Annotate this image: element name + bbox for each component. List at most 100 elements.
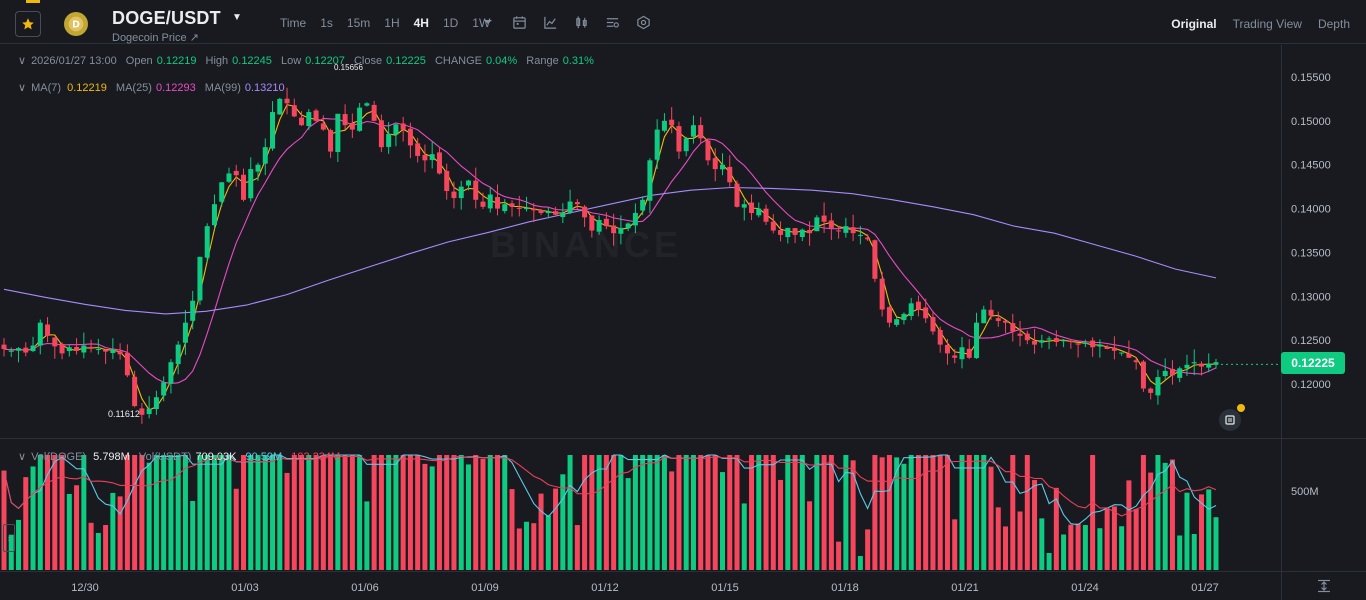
layout-hexagon-icon[interactable] [635, 14, 651, 30]
price-tick-label: 0.15000 [1291, 116, 1331, 128]
volume-bar [342, 455, 348, 570]
candle-body [190, 300, 196, 321]
candle-body [233, 170, 239, 176]
date-tick-label: 01/15 [711, 582, 739, 594]
ma25-label: MA(25) [115, 82, 152, 94]
candle-body [328, 130, 334, 152]
candle-body [226, 173, 232, 182]
candle-body [37, 322, 43, 346]
volume-bar [553, 488, 559, 570]
candle-body [1024, 333, 1030, 341]
candle-type-icon[interactable] [573, 14, 589, 30]
candle-body [603, 218, 609, 227]
volume-bar [1177, 535, 1183, 570]
change-label: CHANGE [434, 55, 482, 67]
candle-body [865, 237, 871, 240]
volume-bar [248, 455, 254, 570]
candle-body [959, 347, 965, 360]
volume-bar [444, 455, 450, 570]
volume-bar [23, 477, 29, 570]
indicator-icon[interactable] [542, 14, 558, 30]
candle-body [197, 256, 203, 301]
date-tick-label: 01/06 [351, 582, 379, 594]
volume-bar [436, 455, 442, 570]
volume-bar [952, 519, 958, 570]
candle-body [291, 105, 297, 117]
candle-body [132, 376, 138, 407]
price-alert-icon[interactable] [1219, 409, 1241, 431]
interval-1w[interactable]: 1W [472, 16, 491, 30]
volume-bar [306, 455, 312, 570]
tab-depth[interactable]: Depth [1317, 17, 1350, 31]
calendar-icon[interactable] [511, 14, 527, 30]
candle-body [531, 208, 537, 211]
volume-bar [1184, 492, 1190, 570]
candle-body [16, 348, 22, 351]
candle-body [966, 348, 972, 358]
volume-bar [1, 470, 7, 570]
candle-body [683, 138, 689, 152]
volume-bar [132, 455, 138, 570]
volume-bar [16, 519, 22, 570]
interval-1d[interactable]: 1D [442, 16, 459, 30]
volume-bar [284, 472, 290, 570]
candle-body [582, 206, 588, 218]
collapse-volume-icon[interactable]: ∨ [18, 451, 27, 463]
volume-bar [1010, 455, 1016, 570]
volume-bar [502, 455, 508, 570]
tab-original[interactable]: Original [1171, 17, 1217, 31]
more-intervals-caret-icon[interactable] [480, 14, 496, 30]
volume-bar [770, 455, 776, 570]
volume-bar [270, 455, 276, 570]
candle-body [908, 303, 914, 317]
ma25-value: 0.12293 [155, 82, 196, 94]
volume-bar [320, 455, 326, 570]
candle-body [1191, 362, 1197, 364]
candle-body [277, 98, 283, 115]
interval-4h[interactable]: 4H [413, 16, 429, 30]
volume-bar [712, 455, 718, 570]
favorite-button[interactable] [15, 11, 41, 37]
axis-scale-icon[interactable] [1316, 578, 1332, 594]
candle-body [836, 230, 842, 232]
interval-15m[interactable]: 15m [346, 16, 371, 30]
collapse-ma-icon[interactable]: ∨ [18, 82, 27, 94]
price-chart[interactable]: 0.15500 0.15000 0.14500 0.14000 0.13500 0.130… [0, 45, 1366, 600]
candle-body [422, 154, 428, 161]
candle-body [516, 207, 522, 209]
collapse-legend-icon[interactable]: ∨ [18, 55, 27, 67]
ma-legend: ∨ MA(7) 0.12219 MA(25) 0.12293 MA(99) 0.132… [18, 81, 285, 94]
candle-body [952, 355, 958, 358]
coin-price-link[interactable]: Dogecoin Price ↗ [112, 32, 199, 44]
candle-body [727, 166, 733, 183]
collapse-panel-button[interactable]: › [3, 524, 15, 552]
candle-body [1206, 363, 1212, 368]
pair-title[interactable]: DOGE/USDT [112, 8, 221, 28]
chart-toolbar [480, 14, 651, 30]
candle-body [1053, 338, 1059, 342]
volume-ma2-line [3, 455, 1217, 517]
candle-body [153, 397, 159, 410]
exchange-watermark: BINANCE [490, 224, 682, 266]
low-price-marker: 0.11612 [108, 409, 140, 419]
candle-body [110, 349, 116, 354]
chart-settings-icon[interactable] [604, 14, 620, 30]
candle-body [349, 122, 355, 130]
date-tick-label: 01/09 [471, 582, 499, 594]
high-label: High [205, 55, 229, 67]
volume-bar [749, 455, 755, 570]
current-price-label: 0.12225 [1281, 352, 1345, 374]
volume-bar [371, 455, 377, 570]
tab-trading-view[interactable]: Trading View [1232, 17, 1302, 31]
candle-body [393, 124, 399, 135]
candle-body [444, 170, 450, 192]
interval-1h[interactable]: 1H [384, 16, 400, 30]
candle-body [611, 225, 617, 234]
candle-body [821, 215, 827, 222]
candle-body [625, 223, 631, 229]
pair-dropdown-caret-icon[interactable]: ▼ [232, 12, 242, 23]
interval-time[interactable]: Time [280, 16, 307, 30]
interval-1s[interactable]: 1s [320, 16, 333, 30]
candle-body [988, 309, 994, 316]
candle-body [1039, 340, 1045, 343]
